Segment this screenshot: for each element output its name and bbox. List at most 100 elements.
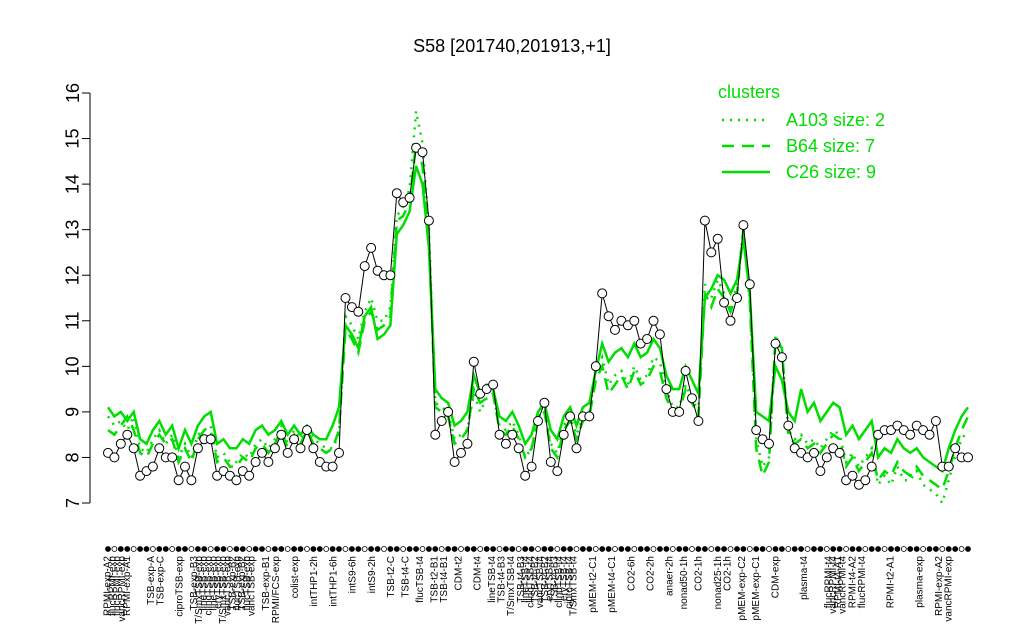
data-point <box>436 416 447 426</box>
rug-mark <box>445 546 452 552</box>
rug-mark <box>182 546 188 552</box>
rug-mark <box>618 546 625 552</box>
rug-mark <box>265 546 272 552</box>
x-tick-label: vancRPMI-t4 <box>838 556 849 614</box>
x-tick-label: T/SmxTSB-t4 <box>569 556 580 616</box>
x-tick-label: clindTSB-t4 <box>554 556 565 608</box>
data-point <box>430 429 441 440</box>
rug-mark <box>779 546 785 552</box>
x-tick-label: nonad25-1h <box>713 556 724 609</box>
x-tick-label: TSB-exp-A <box>146 556 157 605</box>
rug-mark <box>926 546 933 552</box>
x-tick-label: flucTSB-exp <box>242 556 253 611</box>
data-point <box>552 466 563 477</box>
data-point <box>764 438 774 449</box>
rug-mark <box>547 546 554 552</box>
rug-mark <box>214 546 221 552</box>
rug-mark <box>175 546 182 552</box>
rug-mark <box>785 546 792 552</box>
data-point <box>571 443 582 454</box>
rug-mark <box>515 546 522 552</box>
data-point <box>950 443 961 454</box>
data-point <box>462 438 473 449</box>
rug-mark <box>868 546 875 552</box>
x-tick-label: RPMI/FCS-exp <box>271 556 282 624</box>
data-point <box>847 470 858 481</box>
rug-mark <box>239 546 246 552</box>
x-tick-label: flucRPMI-exp <box>107 556 118 616</box>
rug-mark <box>143 546 150 552</box>
data-point <box>584 411 595 422</box>
rug-mark <box>117 546 124 552</box>
data-point <box>815 466 826 477</box>
rug-mark <box>368 546 375 552</box>
legend-title: clusters <box>718 82 780 102</box>
rug-mark <box>952 546 959 552</box>
data-point <box>732 293 742 303</box>
data-point <box>687 393 697 404</box>
x-tick-label: lineTSB-exp <box>199 556 210 611</box>
data-point <box>680 365 691 376</box>
data-point <box>404 192 415 203</box>
rug-mark <box>233 546 240 552</box>
data-point <box>610 324 620 335</box>
rug-mark <box>149 546 156 552</box>
rug-mark <box>849 546 856 552</box>
rug-mark <box>470 546 477 552</box>
legend: clusters A103 size: 2 B64 size: 7 C26 size… <box>718 82 885 182</box>
rug-mark <box>425 546 432 552</box>
x-tick-label: TSB-t2-C <box>386 556 397 598</box>
data-point <box>834 447 845 458</box>
data-point <box>302 425 312 436</box>
rug-mark <box>297 546 304 552</box>
x-tick-label: eryTSB-t4 <box>545 556 556 601</box>
rug-mark <box>689 546 695 552</box>
rug-mark <box>348 546 355 552</box>
x-tick-label: CO2-2h <box>646 556 657 591</box>
rug-mark <box>541 546 548 552</box>
x-tick-label: vancRPMI-t4 <box>828 556 839 614</box>
data-point <box>257 447 267 458</box>
data-point <box>545 457 556 467</box>
rug-mark <box>791 546 798 552</box>
rug-mark <box>746 546 753 552</box>
data-point <box>289 434 300 445</box>
data-point <box>186 475 197 486</box>
x-tick-label: vancTSB-exp <box>223 556 234 616</box>
rug-mark <box>361 546 368 552</box>
y-tick-label: 10 <box>63 356 83 376</box>
y-axis: 7 8 9 10 11 12 13 14 15 16 <box>63 83 91 508</box>
rug-mark <box>567 546 573 552</box>
x-tick-label: TSB-t4-B3 <box>516 556 527 603</box>
data-point <box>674 406 685 417</box>
data-point <box>192 443 203 454</box>
x-tick-label: intTHP1-6h <box>328 556 339 607</box>
rug-mark <box>477 546 484 552</box>
rug-mark <box>464 546 471 552</box>
data-point <box>558 429 569 440</box>
rug-mark <box>612 546 618 552</box>
data-point <box>180 461 190 472</box>
x-tick-label: ciproTSB-exp <box>175 556 186 617</box>
data-point <box>231 475 242 486</box>
rug-mark <box>509 546 516 552</box>
x-tick-label: TSB-t2-B1 <box>429 556 440 603</box>
x-tick-label: RPMI-exp-A2 <box>934 556 945 616</box>
rug-mark <box>811 546 817 552</box>
x-tick-label: TSB-exp-C <box>155 556 166 605</box>
data-point <box>334 447 344 458</box>
rug-mark <box>734 546 740 552</box>
data-point <box>173 475 184 486</box>
rug-mark <box>772 546 779 552</box>
rug-mark <box>226 546 233 552</box>
rug-mark <box>169 546 176 552</box>
data-point <box>963 452 973 463</box>
rug-mark <box>336 546 342 552</box>
rug-mark <box>900 546 907 552</box>
data-point <box>539 397 550 408</box>
rug-mark <box>162 546 169 552</box>
data-point <box>706 247 717 258</box>
x-tick-label: CO2-6h <box>626 556 637 591</box>
data-point <box>456 447 466 458</box>
rug-mark <box>798 546 804 552</box>
